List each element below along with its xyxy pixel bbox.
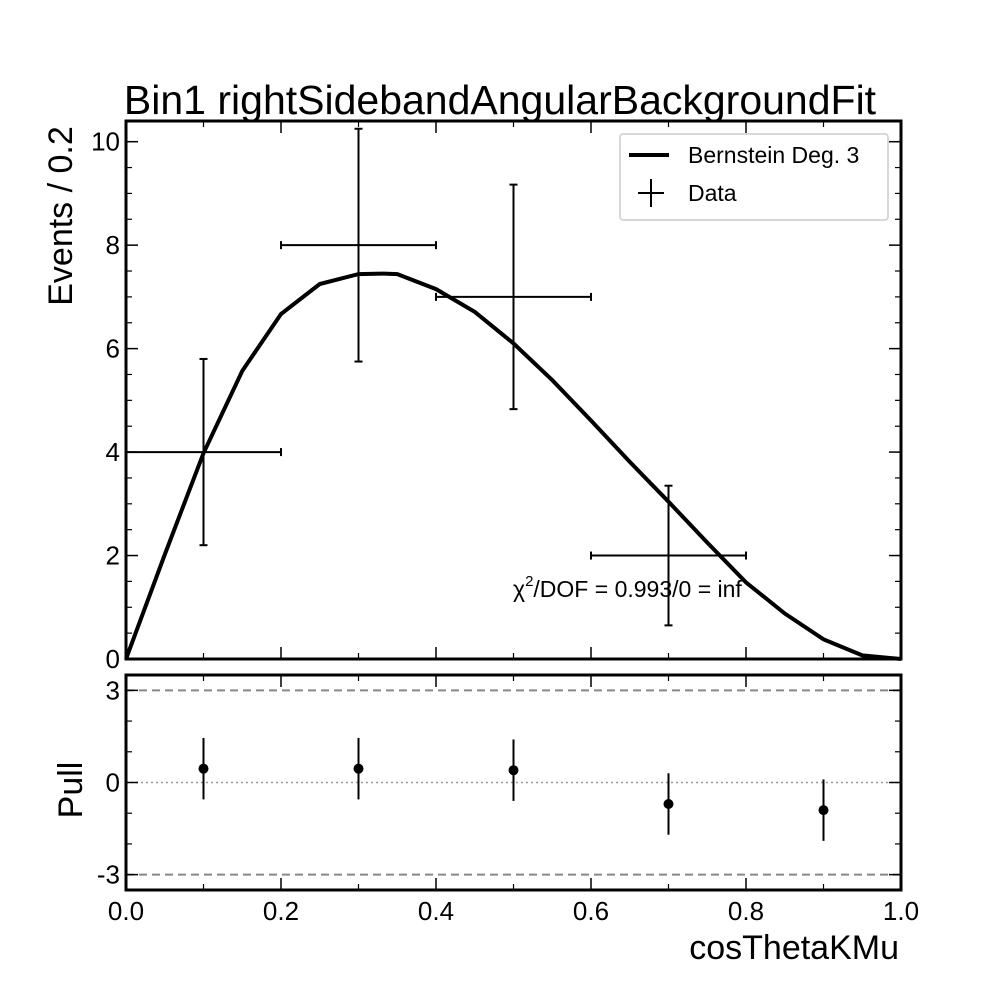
pull-point bbox=[508, 739, 519, 801]
main-frame bbox=[124, 119, 903, 661]
y-axis-label-events: Events / 0.2 bbox=[42, 126, 80, 306]
pull-marker bbox=[818, 805, 829, 816]
pull-reference-lines bbox=[126, 689, 901, 876]
pull-y-tick-label: -3 bbox=[97, 860, 120, 890]
pull-marker bbox=[353, 763, 364, 774]
pull-y-tick-labels: -3 0 3 bbox=[97, 675, 120, 889]
pull-point bbox=[818, 779, 829, 841]
pull-y-tick-label: 3 bbox=[106, 675, 120, 705]
pull-points bbox=[198, 737, 829, 841]
pull-point bbox=[198, 737, 209, 800]
x-tick-label: 0.2 bbox=[263, 896, 299, 926]
chart-title: Bin1 rightSidebandAngularBackgroundFit bbox=[124, 77, 877, 123]
data-point bbox=[590, 484, 747, 627]
chi2-annotation: χ2/DOF = 0.993/0 = inf bbox=[513, 573, 742, 602]
pull-marker bbox=[508, 765, 519, 776]
fit-curve-bernstein bbox=[124, 271, 902, 661]
legend-label-fit: Bernstein Deg. 3 bbox=[688, 142, 859, 168]
x-axis-label: cosThetaKMu bbox=[689, 929, 899, 967]
x-tick-label: 0.0 bbox=[108, 896, 144, 926]
y-tick-label: 6 bbox=[106, 334, 120, 364]
main-y-tick-labels: 0 2 4 6 8 10 bbox=[91, 127, 120, 674]
pull-point bbox=[663, 773, 674, 835]
data-point bbox=[435, 183, 592, 411]
pull-marker bbox=[663, 799, 674, 809]
data-points bbox=[125, 127, 747, 627]
y-tick-label: 8 bbox=[106, 230, 120, 260]
y-tick-label: 2 bbox=[106, 541, 120, 571]
pull-marker bbox=[198, 763, 209, 774]
pull-major-ticks bbox=[125, 675, 902, 890]
x-tick-label: 1.0 bbox=[883, 896, 919, 926]
legend-box bbox=[619, 133, 889, 221]
x-tick-label: 0.4 bbox=[418, 896, 454, 926]
pull-panel: -3 0 3 0.0 0.2 0.4 0.6 0.8 1.0 Pull cosThetaKMu bbox=[52, 673, 919, 967]
y-tick-label: 0 bbox=[106, 644, 120, 674]
y-axis-label-pull: Pull bbox=[52, 762, 90, 819]
legend: Bernstein Deg. 3 Data bbox=[619, 133, 889, 221]
y-tick-label: 4 bbox=[106, 437, 120, 467]
legend-label-data: Data bbox=[688, 180, 737, 206]
x-tick-label: 0.6 bbox=[573, 896, 609, 926]
pull-y-tick-label: 0 bbox=[106, 768, 120, 798]
pull-point bbox=[353, 737, 364, 800]
pull-x-tick-labels: 0.0 0.2 0.4 0.6 0.8 1.0 bbox=[108, 896, 919, 926]
y-tick-label: 10 bbox=[91, 127, 120, 157]
pull-frame bbox=[124, 673, 903, 892]
x-tick-label: 0.8 bbox=[728, 896, 764, 926]
main-panel: 0 2 4 6 8 10 χ2/DOF = 0.993/0 = inf Events / … bbox=[42, 119, 903, 674]
data-point bbox=[125, 357, 282, 547]
data-point bbox=[280, 127, 437, 363]
